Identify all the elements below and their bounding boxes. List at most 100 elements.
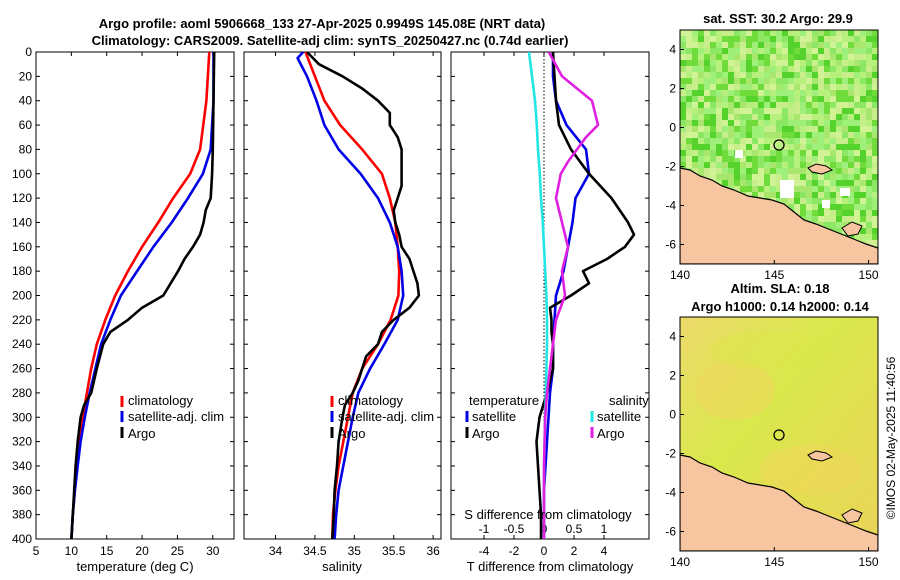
series-line-satellite-adj-clim bbox=[296, 52, 405, 539]
sst-cell bbox=[740, 84, 746, 90]
sst-cell bbox=[824, 78, 830, 84]
sst-cell bbox=[758, 96, 764, 102]
sst-cell bbox=[770, 42, 776, 48]
sst-cell bbox=[746, 30, 752, 36]
sst-cell bbox=[794, 72, 800, 78]
sst-cell bbox=[824, 108, 830, 114]
sst-cell bbox=[686, 30, 692, 36]
sst-cell bbox=[740, 180, 746, 186]
sst-cell bbox=[710, 30, 716, 36]
sst-cell bbox=[770, 150, 776, 156]
sst-cell bbox=[866, 96, 872, 102]
sst-cell bbox=[686, 36, 692, 42]
sst-cell bbox=[830, 162, 836, 168]
sst-cell bbox=[788, 204, 794, 210]
sst-cell bbox=[824, 180, 830, 186]
depth-tick-label: 200 bbox=[12, 289, 32, 303]
sst-cell bbox=[794, 66, 800, 72]
sst-cell bbox=[860, 186, 866, 192]
sst-cell bbox=[788, 48, 794, 54]
sst-cell bbox=[836, 42, 842, 48]
sst-cell bbox=[752, 54, 758, 60]
sst-cell bbox=[848, 72, 854, 78]
sst-cell bbox=[740, 42, 746, 48]
sst-cell bbox=[692, 150, 698, 156]
salinity-series bbox=[296, 52, 421, 539]
sst-cell bbox=[860, 114, 866, 120]
sst-cell bbox=[812, 96, 818, 102]
sst-cell bbox=[710, 132, 716, 138]
sst-cell bbox=[812, 198, 818, 204]
sst-cell bbox=[812, 84, 818, 90]
sst-cell bbox=[776, 78, 782, 84]
sst-cell bbox=[686, 54, 692, 60]
sst-cell bbox=[758, 162, 764, 168]
sst-cell bbox=[848, 198, 854, 204]
sst-cell bbox=[872, 144, 878, 150]
sst-cell bbox=[680, 60, 686, 66]
sst-cell bbox=[806, 84, 812, 90]
sst-cell bbox=[710, 72, 716, 78]
sst-cell bbox=[680, 90, 686, 96]
sst-cell bbox=[794, 42, 800, 48]
sst-cell bbox=[824, 216, 830, 222]
sst-cell bbox=[752, 168, 758, 174]
map-y-tick-label: 4 bbox=[669, 43, 676, 57]
sst-cell bbox=[812, 150, 818, 156]
sst-cell bbox=[812, 66, 818, 72]
sst-cell bbox=[854, 48, 860, 54]
sst-cell bbox=[770, 162, 776, 168]
sst-cell bbox=[866, 120, 872, 126]
sst-cell bbox=[818, 192, 824, 198]
sst-cell bbox=[692, 78, 698, 84]
sst-cell bbox=[752, 126, 758, 132]
sst-cell bbox=[872, 126, 878, 132]
sst-cell bbox=[764, 78, 770, 84]
sst-cell bbox=[848, 144, 854, 150]
depth-tick-label: 300 bbox=[12, 410, 32, 424]
sst-cell bbox=[866, 42, 872, 48]
sst-cell bbox=[716, 150, 722, 156]
salinity-xlabel: salinity bbox=[322, 559, 362, 574]
sst-cell bbox=[746, 96, 752, 102]
sst-cell bbox=[800, 156, 806, 162]
sst-cell bbox=[824, 138, 830, 144]
sst-cell bbox=[812, 78, 818, 84]
sst-cell bbox=[812, 186, 818, 192]
sst-cell bbox=[866, 168, 872, 174]
sst-cell bbox=[704, 78, 710, 84]
sst-cell bbox=[734, 72, 740, 78]
sst-cell bbox=[806, 174, 812, 180]
sst-cell bbox=[854, 174, 860, 180]
sst-cell bbox=[794, 150, 800, 156]
sst-cell bbox=[860, 192, 866, 198]
sst-cell bbox=[818, 30, 824, 36]
sst-cell bbox=[818, 102, 824, 108]
sst-cell bbox=[806, 120, 812, 126]
sst-cell bbox=[776, 54, 782, 60]
sst-cell bbox=[722, 126, 728, 132]
sst-cell bbox=[764, 138, 770, 144]
sst-cell bbox=[686, 138, 692, 144]
sst-cell bbox=[692, 144, 698, 150]
sst-cell bbox=[770, 132, 776, 138]
sst-cell bbox=[818, 204, 824, 210]
sst-cell bbox=[776, 108, 782, 114]
sst-cell bbox=[776, 36, 782, 42]
sst-cell bbox=[818, 96, 824, 102]
sst-cell bbox=[824, 54, 830, 60]
sst-cell bbox=[740, 66, 746, 72]
sst-cell bbox=[854, 78, 860, 84]
sst-cell bbox=[830, 96, 836, 102]
sst-cell bbox=[800, 96, 806, 102]
sst-cell bbox=[728, 66, 734, 72]
sst-cell bbox=[818, 60, 824, 66]
sst-cell bbox=[860, 222, 866, 228]
sst-cell bbox=[740, 102, 746, 108]
sst-cell bbox=[752, 102, 758, 108]
sla-map-ticks: 140 145 150 4 2 0 -2 -4 -6 bbox=[665, 330, 879, 570]
sst-cell bbox=[854, 126, 860, 132]
sst-cell bbox=[776, 42, 782, 48]
sst-cell bbox=[866, 90, 872, 96]
sst-cell bbox=[692, 156, 698, 162]
